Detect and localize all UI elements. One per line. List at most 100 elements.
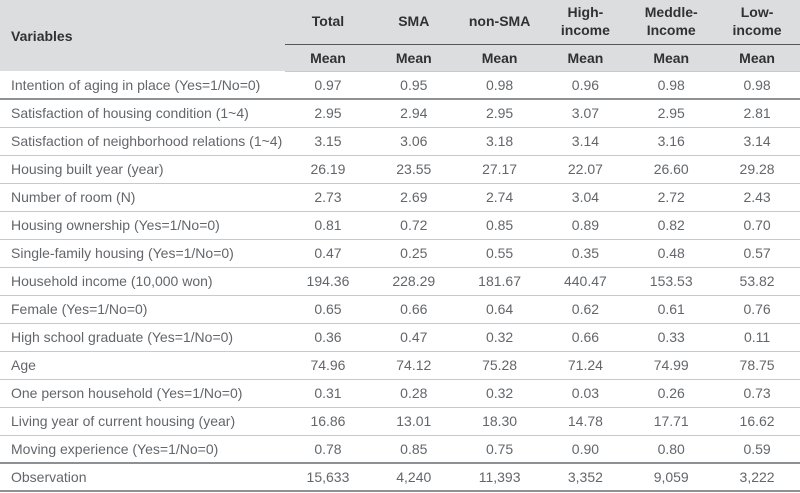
cell-value: 29.28: [714, 155, 800, 184]
cell-value: 74.96: [285, 351, 371, 380]
table-row: Female (Yes=1/No=0) 0.65 0.66 0.64 0.62 0.61 0…: [0, 295, 800, 324]
cell-value: 3.14: [542, 127, 629, 156]
cell-value: 2.69: [370, 183, 457, 212]
cell-value: 0.32: [456, 323, 543, 352]
cell-value: 0.66: [542, 323, 629, 352]
variables-column-header: Variables: [0, 0, 286, 71]
table-row: Living year of current housing (year) 16.…: [0, 407, 800, 436]
cell-value: 22.07: [542, 155, 629, 184]
cell-value: 27.17: [456, 155, 543, 184]
cell-value: 0.28: [370, 379, 457, 408]
cell-value: 0.89: [542, 211, 629, 240]
cell-value: 0.96: [542, 71, 629, 100]
cell-value: 0.36: [285, 323, 371, 352]
cell-value: 0.95: [370, 71, 457, 100]
cell-value: 0.73: [714, 379, 800, 408]
cell-value: 0.33: [628, 323, 715, 352]
row-label: Age: [0, 351, 286, 380]
cell-value: 2.95: [456, 99, 543, 128]
row-label: Housing built year (year): [0, 155, 286, 184]
row-label: Satisfaction of housing condition (1~4): [0, 99, 286, 128]
cell-value: 0.47: [370, 323, 457, 352]
column-header-total: Total: [285, 0, 371, 45]
cell-value: 2.43: [714, 183, 800, 212]
cell-value: 2.81: [714, 99, 800, 128]
cell-value: 0.47: [285, 239, 371, 268]
cell-value: 2.95: [285, 99, 371, 128]
cell-value: 23.55: [370, 155, 457, 184]
cell-value: 0.85: [456, 211, 543, 240]
cell-value: 78.75: [714, 351, 800, 380]
cell-value: 0.59: [714, 435, 800, 464]
cell-value: 2.72: [628, 183, 715, 212]
cell-value: 0.98: [714, 71, 800, 100]
row-label: One person household (Yes=1/No=0): [0, 379, 286, 408]
cell-value: 0.65: [285, 295, 371, 324]
column-header-sma: SMA: [370, 0, 457, 45]
table-row: Moving experience (Yes=1/No=0) 0.78 0.85 0.…: [0, 435, 800, 464]
cell-value: 0.76: [714, 295, 800, 324]
cell-value: 181.67: [456, 267, 543, 296]
cell-value: 3.06: [370, 127, 457, 156]
cell-value: 0.35: [542, 239, 629, 268]
cell-value: 0.75: [456, 435, 543, 464]
cell-value: 0.66: [370, 295, 457, 324]
table-row: Observation 15,633 4,240 11,393 3,352 9,059 3,…: [0, 463, 800, 492]
cell-value: 16.86: [285, 407, 371, 436]
cell-value: 153.53: [628, 267, 715, 296]
cell-value: 74.99: [628, 351, 715, 380]
cell-value: 3.16: [628, 127, 715, 156]
cell-value: 0.78: [285, 435, 371, 464]
cell-value: 0.32: [456, 379, 543, 408]
cell-value: 3,222: [714, 463, 800, 492]
row-label: Household income (10,000 won): [0, 267, 286, 296]
cell-value: 26.60: [628, 155, 715, 184]
cell-value: 0.48: [628, 239, 715, 268]
cell-value: 194.36: [285, 267, 371, 296]
mean-subheader: Mean: [456, 44, 543, 72]
cell-value: 14.78: [542, 407, 629, 436]
cell-value: 3.18: [456, 127, 543, 156]
row-label: Satisfaction of neighborhood relations (…: [0, 127, 286, 156]
cell-value: 0.26: [628, 379, 715, 408]
cell-value: 0.03: [542, 379, 629, 408]
mean-subheader: Mean: [628, 44, 715, 72]
cell-value: 2.74: [456, 183, 543, 212]
cell-value: 0.11: [714, 323, 800, 352]
cell-value: 3.15: [285, 127, 371, 156]
table-body: Intention of aging in place (Yes=1/No=0)…: [0, 71, 800, 492]
cell-value: 0.80: [628, 435, 715, 464]
mean-subheader: Mean: [542, 44, 629, 72]
cell-value: 2.95: [628, 99, 715, 128]
cell-value: 3.14: [714, 127, 800, 156]
cell-value: 0.97: [285, 71, 371, 100]
table-row: High school graduate (Yes=1/No=0) 0.36 0.4…: [0, 323, 800, 352]
cell-value: 0.31: [285, 379, 371, 408]
row-label: Moving experience (Yes=1/No=0): [0, 435, 286, 464]
row-label: Housing ownership (Yes=1/No=0): [0, 211, 286, 240]
cell-value: 3.04: [542, 183, 629, 212]
mean-subheader: Mean: [285, 44, 371, 72]
row-label: Number of room (N): [0, 183, 286, 212]
cell-value: 71.24: [542, 351, 629, 380]
cell-value: 3.07: [542, 99, 629, 128]
row-label: Female (Yes=1/No=0): [0, 295, 286, 324]
cell-value: 11,393: [456, 463, 543, 492]
table-row: Age 74.96 74.12 75.28 71.24 74.99 78.75: [0, 351, 800, 380]
cell-value: 3,352: [542, 463, 629, 492]
cell-value: 74.12: [370, 351, 457, 380]
cell-value: 0.90: [542, 435, 629, 464]
cell-value: 0.98: [456, 71, 543, 100]
row-label: Single-family housing (Yes=1/No=0): [0, 239, 286, 268]
cell-value: 0.72: [370, 211, 457, 240]
cell-value: 0.57: [714, 239, 800, 268]
cell-value: 2.94: [370, 99, 457, 128]
cell-value: 0.64: [456, 295, 543, 324]
table-row: Housing ownership (Yes=1/No=0) 0.81 0.72 0.…: [0, 211, 800, 240]
cell-value: 440.47: [542, 267, 629, 296]
mean-subheader-row: Mean Mean Mean Mean Mean Mean: [0, 44, 800, 72]
cell-value: 0.70: [714, 211, 800, 240]
cell-value: 228.29: [370, 267, 457, 296]
cell-value: 9,059: [628, 463, 715, 492]
mean-subheader: Mean: [714, 44, 800, 72]
